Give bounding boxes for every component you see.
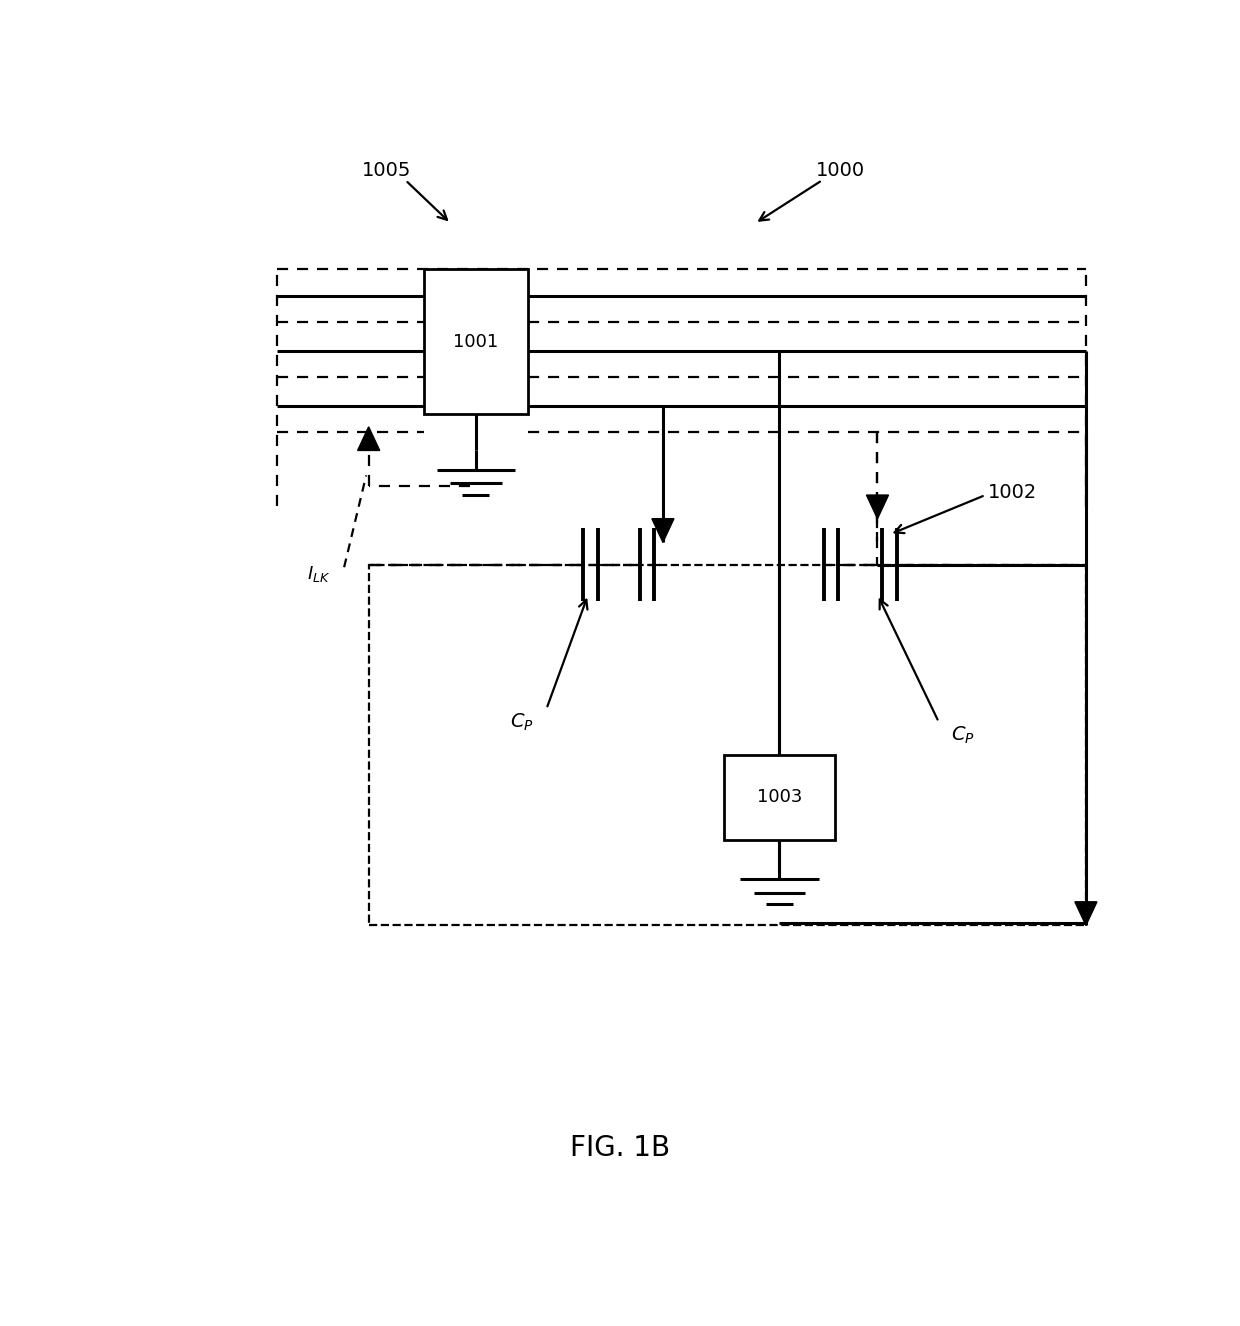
Polygon shape [652, 518, 675, 542]
Text: 1002: 1002 [988, 483, 1037, 503]
Text: 1003: 1003 [756, 789, 802, 806]
Polygon shape [357, 427, 379, 451]
Text: 1001: 1001 [454, 333, 498, 350]
Text: 1000: 1000 [816, 162, 866, 180]
Polygon shape [1075, 902, 1097, 926]
Bar [724, 754, 835, 841]
Text: $C_P$: $C_P$ [510, 711, 533, 733]
Bar [424, 269, 528, 414]
Text: $I_{LK}$: $I_{LK}$ [308, 564, 331, 583]
Polygon shape [867, 495, 889, 518]
Text: FIG. 1B: FIG. 1B [570, 1135, 670, 1163]
Text: $C_P$: $C_P$ [951, 724, 975, 745]
Text: 1005: 1005 [362, 162, 412, 180]
Bar [368, 565, 1086, 926]
